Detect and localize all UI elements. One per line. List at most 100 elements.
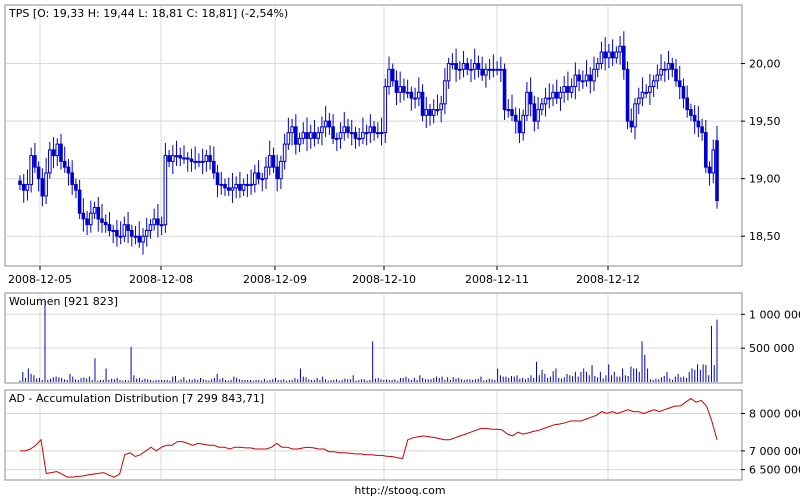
candle-body (144, 229, 149, 237)
candle-body (361, 132, 365, 139)
candle-body (439, 103, 443, 111)
candle-body (70, 172, 74, 185)
candle-body (62, 160, 67, 168)
candle-body (584, 74, 589, 82)
volume-panel-title: Wolumen [921 823] (9, 295, 118, 308)
candle-body (48, 149, 52, 174)
candle-body (696, 120, 701, 128)
candle-body (256, 172, 261, 180)
candle-body (55, 143, 60, 157)
candle-body (290, 126, 294, 134)
price-tick-label: 20,00 (749, 58, 781, 71)
candle-body (472, 63, 477, 70)
candle-body (517, 120, 522, 134)
candle-body (264, 166, 268, 180)
source-link[interactable]: http://stooq.com (354, 484, 445, 497)
candle-body (376, 132, 380, 135)
candle-body (622, 45, 626, 70)
price-panel-title: TPS [O: 19,33 H: 19,44 L: 18,81 C: 18,81… (8, 7, 288, 20)
candle-body (521, 114, 525, 134)
candle-body (648, 86, 652, 93)
candle-body (238, 183, 242, 191)
candle-body (92, 206, 97, 214)
candle-body (420, 91, 425, 116)
candle-body (510, 109, 514, 116)
candle-body (450, 63, 455, 66)
candle-body (133, 235, 138, 238)
candle-body (387, 68, 391, 88)
candle-body (316, 132, 320, 139)
candle-body (670, 63, 675, 70)
candle-body (253, 172, 257, 185)
candle-body (107, 224, 112, 231)
candle-body (77, 189, 82, 214)
candle-body (81, 212, 86, 220)
candle-body (476, 63, 481, 70)
candle-body (513, 114, 518, 122)
candle-body (428, 109, 432, 116)
candle-body (219, 183, 224, 186)
volume-tick-label: 1 000 000 (749, 308, 800, 321)
candle-body (398, 86, 402, 93)
candle-body (308, 132, 313, 139)
candle-body (171, 155, 175, 162)
candle-body (66, 166, 71, 174)
candle-body (383, 86, 388, 134)
candle-body (33, 155, 37, 168)
price-axis: 18,50 19,00 19,50 20,00 (741, 58, 781, 243)
candle-body (40, 178, 45, 197)
candle-body (663, 68, 667, 71)
ad-tick-label: 7 000 000 (749, 445, 800, 458)
candle-body (152, 218, 156, 226)
candle-body (666, 63, 671, 70)
candle-body (212, 160, 216, 174)
volume-axis: 500 000 1 000 000 (741, 308, 800, 355)
candle-body (320, 126, 324, 134)
candle-body (357, 137, 361, 140)
candle-body (346, 126, 350, 134)
candle-body (178, 155, 183, 159)
candle-body (435, 109, 440, 112)
candle-body (301, 132, 306, 139)
candle-body (323, 120, 328, 128)
candle-body (245, 183, 250, 186)
candle-body (536, 109, 540, 122)
candle-body (130, 229, 134, 237)
candle-body (18, 180, 22, 185)
candle-body (85, 218, 89, 226)
date-tick-label: 2008-12-10 (352, 273, 416, 286)
candle-body (156, 218, 160, 226)
candle-body (532, 103, 537, 122)
candle-body (543, 97, 548, 105)
price-tick-label: 19,00 (749, 173, 781, 186)
candle-body (59, 143, 63, 162)
candle-body (704, 132, 708, 168)
price-tick-label: 18,50 (749, 230, 781, 243)
candle-body (480, 68, 484, 76)
candle-body (614, 51, 619, 59)
candle-body (640, 91, 645, 99)
candle-body (681, 86, 686, 99)
candle-body (103, 221, 108, 226)
candle-body (715, 140, 719, 202)
candle-body (644, 91, 648, 94)
candle-body (625, 68, 630, 122)
candle-body (633, 103, 637, 128)
candle-body (402, 86, 406, 93)
candle-body (208, 155, 212, 162)
candle-body (525, 91, 529, 116)
ad-panel-title: AD - Accumulation Distribution [7 299 84… (9, 392, 264, 405)
candle-body (29, 155, 33, 185)
candle-body (577, 74, 581, 82)
candle-body (573, 74, 578, 88)
candle-body (547, 97, 552, 100)
candle-body (44, 172, 48, 197)
ad-tick-label: 6 500 000 (749, 464, 800, 477)
candle-body (379, 132, 384, 135)
candle-body (629, 120, 634, 128)
candle-body (126, 224, 130, 231)
candle-body (182, 157, 186, 160)
price-tick-label: 19,50 (749, 115, 781, 128)
candle-body (454, 63, 458, 70)
